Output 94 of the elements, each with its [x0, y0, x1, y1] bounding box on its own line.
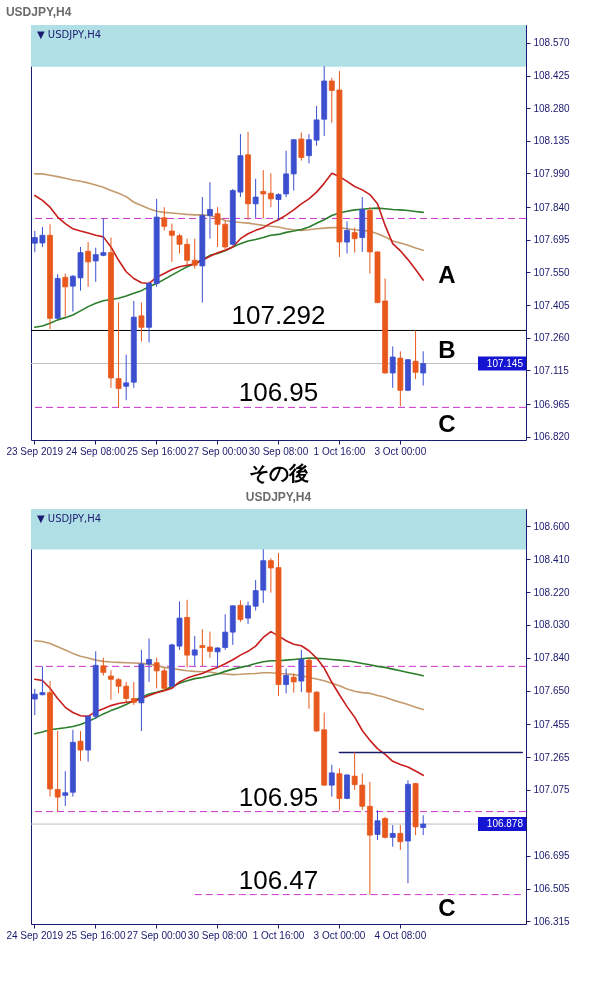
- y-tick-label: 107.265: [533, 751, 571, 763]
- y-tick-label: 108.135: [533, 135, 571, 147]
- y-tick-label: 106.505: [533, 883, 571, 895]
- candlestick: [207, 631, 213, 659]
- band-label: ▼ USDJPY,H4: [37, 513, 102, 524]
- candlestick: [245, 601, 251, 625]
- band-label: ▼ USDJPY,H4: [37, 29, 102, 40]
- chart-subtitle: USDJPY,H4: [245, 490, 312, 504]
- y-tick-label: 108.280: [533, 102, 571, 114]
- chart-title: USDJPY,H4: [5, 5, 72, 19]
- annotation: 106.95: [238, 781, 319, 812]
- x-tick-label: 3 Oct 00:00: [313, 929, 366, 941]
- annotation: C: [438, 894, 456, 922]
- x-tick-label: 24 Sep 08:00: [65, 445, 126, 457]
- y-tick-label: 106.965: [533, 398, 571, 410]
- ref-line-label: 106.878: [486, 818, 524, 830]
- annotation: C: [438, 410, 456, 438]
- annotation: B: [438, 335, 456, 363]
- line-series: [34, 657, 424, 735]
- x-tick-label: 30 Sep 08:00: [248, 445, 309, 457]
- candlestick: [54, 730, 61, 813]
- candlestick: [389, 345, 396, 389]
- candlestick: [252, 178, 259, 219]
- candlestick: [374, 809, 381, 841]
- y-tick-label: 107.695: [533, 234, 571, 246]
- annotation: A: [438, 261, 456, 289]
- candlestick: [344, 220, 350, 255]
- x-tick-label: 1 Oct 16:00: [252, 929, 305, 941]
- y-tick-label: 107.990: [533, 167, 571, 179]
- annotation: 106.47: [238, 864, 319, 895]
- chart-title: その後: [248, 461, 309, 485]
- x-tick-label: 24 Sep 2019: [6, 929, 64, 941]
- line-series: [34, 173, 424, 251]
- y-tick-label: 106.695: [533, 850, 571, 862]
- candlestick: [298, 649, 305, 693]
- y-tick-label: 106.315: [533, 915, 571, 927]
- candlestick: [283, 668, 290, 694]
- candlestick: [267, 172, 274, 208]
- x-tick-label: 25 Sep 16:00: [65, 929, 126, 941]
- y-tick-label: 108.030: [533, 619, 571, 631]
- line-series: [34, 639, 424, 711]
- candlestick: [199, 628, 206, 667]
- candlestick: [123, 354, 130, 401]
- x-tick-label: 27 Sep 00:00: [187, 445, 248, 457]
- y-tick-label: 108.570: [533, 37, 571, 49]
- y-tick-label: 107.840: [533, 652, 571, 664]
- x-tick-label: 25 Sep 16:00: [126, 445, 187, 457]
- x-tick-label: 23 Sep 2019: [6, 445, 64, 457]
- y-tick-label: 108.410: [533, 553, 571, 565]
- candlestick: [130, 681, 137, 706]
- x-tick-label: 30 Sep 08:00: [187, 929, 248, 941]
- candlestick: [290, 672, 297, 694]
- y-tick-label: 107.840: [533, 201, 571, 213]
- candlestick: [351, 227, 358, 254]
- y-tick-label: 107.650: [533, 685, 571, 697]
- candlestick: [191, 635, 198, 667]
- candlestick: [207, 181, 213, 240]
- x-tick-label: 3 Oct 00:00: [374, 445, 427, 457]
- candlestick: [62, 273, 69, 318]
- y-tick-label: 107.075: [533, 784, 571, 796]
- line-series: [34, 207, 424, 329]
- candlestick: [389, 824, 396, 848]
- line-series: [34, 630, 424, 777]
- candlestick: [420, 350, 427, 387]
- candlestick: [138, 302, 145, 342]
- annotation: 106.95: [238, 377, 319, 408]
- y-tick-label: 108.600: [533, 520, 571, 532]
- y-tick-label: 108.220: [533, 586, 571, 598]
- candlestick: [191, 238, 198, 270]
- candlestick: [397, 824, 404, 851]
- y-tick-label: 107.115: [533, 364, 570, 376]
- candlestick: [298, 132, 305, 162]
- candlestick: [420, 814, 427, 836]
- x-tick-label: 27 Sep 00:00: [126, 929, 187, 941]
- candlestick: [344, 773, 350, 800]
- y-tick-label: 107.550: [533, 266, 571, 278]
- candlestick: [161, 206, 168, 231]
- x-tick-label: 4 Oct 08:00: [374, 929, 427, 941]
- y-tick-label: 106.820: [533, 431, 571, 443]
- candlestick: [85, 241, 92, 288]
- candlestick: [237, 599, 244, 623]
- line-series: [34, 172, 424, 285]
- y-tick-label: 107.405: [533, 299, 571, 311]
- candlestick: [412, 329, 419, 380]
- y-tick-label: 107.260: [533, 332, 571, 344]
- annotation: 107.292: [231, 300, 326, 331]
- candlestick: [62, 770, 69, 807]
- candlestick: [77, 730, 84, 762]
- y-tick-label: 107.455: [533, 718, 571, 730]
- candlestick: [328, 764, 335, 798]
- ref-line-label: 107.145: [486, 357, 524, 369]
- candlestick: [260, 169, 267, 219]
- x-tick-label: 1 Oct 16:00: [313, 445, 366, 457]
- y-tick-label: 108.425: [533, 70, 571, 82]
